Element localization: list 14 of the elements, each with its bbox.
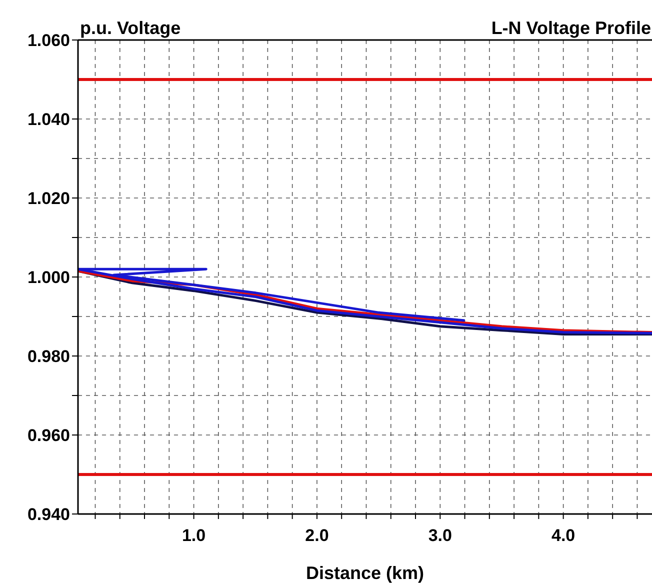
chart-title: L-N Voltage Profile [491, 18, 651, 38]
y-tick-label: 1.040 [27, 110, 70, 129]
y-tick-label: 0.980 [27, 347, 70, 366]
y-tick-label: 0.960 [27, 426, 70, 445]
y-tick-label: 1.000 [27, 268, 70, 287]
y-tick-label: 1.020 [27, 189, 70, 208]
y-axis-title: p.u. Voltage [80, 18, 181, 38]
x-axis-title: Distance (km) [306, 563, 424, 583]
x-tick-label: 2.0 [305, 526, 329, 545]
x-tick-label: 4.0 [551, 526, 576, 545]
y-tick-label: 0.940 [27, 505, 70, 524]
x-tick-label: 3.0 [428, 526, 452, 545]
y-tick-label: 1.060 [27, 31, 70, 50]
x-tick-label: 1.0 [182, 526, 206, 545]
